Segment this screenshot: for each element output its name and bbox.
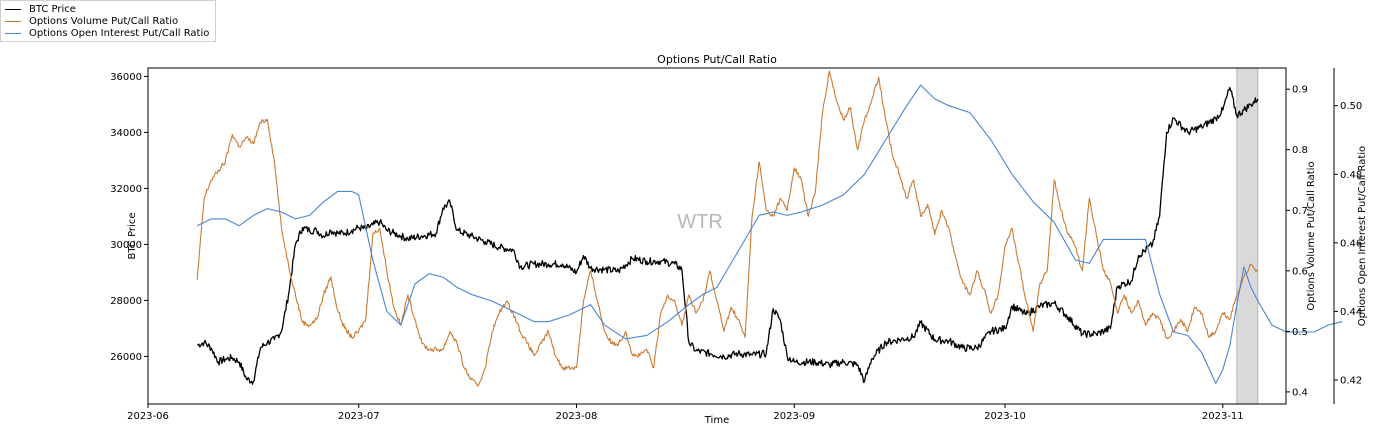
x-axis-label: Time bbox=[704, 415, 729, 426]
legend-swatch bbox=[5, 8, 21, 10]
legend-label: Options Volume Put/Call Ratio bbox=[29, 15, 179, 27]
x-tick-label: 2023-07 bbox=[338, 411, 380, 422]
right2-tick-label: 0.42 bbox=[1340, 376, 1362, 387]
right2-tick-label: 0.46 bbox=[1340, 238, 1362, 249]
right1-tick-label: 0.7 bbox=[1292, 206, 1308, 217]
legend-swatch bbox=[5, 32, 21, 34]
right1-tick-label: 0.5 bbox=[1292, 327, 1308, 338]
left-tick-label: 28000 bbox=[110, 296, 142, 307]
right1-axis-label: Options Volume Put/Call Ratio bbox=[1306, 161, 1317, 310]
series-line-left bbox=[196, 86, 1259, 385]
right2-tick-label: 0.50 bbox=[1340, 101, 1362, 112]
highlight-span bbox=[1236, 67, 1259, 405]
right1-tick-label: 0.4 bbox=[1292, 387, 1308, 398]
x-tick-label: 2023-09 bbox=[773, 411, 815, 422]
right2-tick-label: 0.44 bbox=[1340, 307, 1362, 318]
right1-tick-label: 0.6 bbox=[1292, 266, 1308, 277]
x-tick-label: 2023-08 bbox=[556, 411, 598, 422]
right2-axis-label: Options Open Interest Put/Call Ratio bbox=[1357, 146, 1368, 326]
legend-item-volume-ratio: Options Volume Put/Call Ratio bbox=[5, 15, 209, 27]
series-line-right2 bbox=[196, 84, 1343, 384]
right1-tick-label: 0.9 bbox=[1292, 85, 1308, 96]
legend-label: BTC Price bbox=[29, 3, 76, 15]
legend-item-oi-ratio: Options Open Interest Put/Call Ratio bbox=[5, 27, 209, 39]
watermark: WTR bbox=[677, 211, 723, 233]
x-tick-label: 2023-11 bbox=[1202, 411, 1244, 422]
x-tick-label: 2023-06 bbox=[127, 411, 169, 422]
left-axis-label: BTC Price bbox=[127, 213, 138, 260]
left-tick-label: 32000 bbox=[110, 184, 142, 195]
plot-frame bbox=[147, 67, 1287, 405]
right2-tick-label: 0.48 bbox=[1340, 170, 1362, 181]
left-tick-label: 26000 bbox=[110, 352, 142, 363]
right1-tick-label: 0.8 bbox=[1292, 145, 1308, 156]
chart-title: Options Put/Call Ratio bbox=[657, 53, 777, 66]
legend-swatch bbox=[5, 20, 21, 22]
series-line-right1 bbox=[196, 70, 1259, 387]
legend-label: Options Open Interest Put/Call Ratio bbox=[29, 27, 210, 39]
legend: BTC Price Options Volume Put/Call Ratio … bbox=[0, 0, 217, 42]
left-tick-label: 36000 bbox=[110, 72, 142, 83]
left-tick-label: 34000 bbox=[110, 128, 142, 139]
left-tick-label: 30000 bbox=[110, 240, 142, 251]
legend-item-btc-price: BTC Price bbox=[5, 3, 209, 15]
x-tick-label: 2023-10 bbox=[984, 411, 1026, 422]
